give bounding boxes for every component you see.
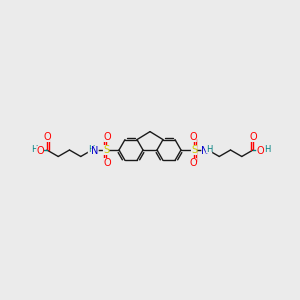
Text: O: O <box>103 132 111 142</box>
Text: H: H <box>264 145 270 154</box>
Text: N: N <box>91 146 99 156</box>
Text: H: H <box>88 145 94 154</box>
Text: S: S <box>191 145 197 155</box>
Text: O: O <box>249 132 257 142</box>
Text: O: O <box>189 132 197 142</box>
Text: O: O <box>43 132 51 142</box>
Text: H: H <box>206 145 212 154</box>
Text: H: H <box>31 145 37 154</box>
Text: O: O <box>189 158 197 168</box>
Text: O: O <box>256 146 264 156</box>
Text: O: O <box>103 158 111 168</box>
Text: O: O <box>36 146 44 156</box>
Text: S: S <box>103 145 109 155</box>
Text: N: N <box>201 146 209 156</box>
